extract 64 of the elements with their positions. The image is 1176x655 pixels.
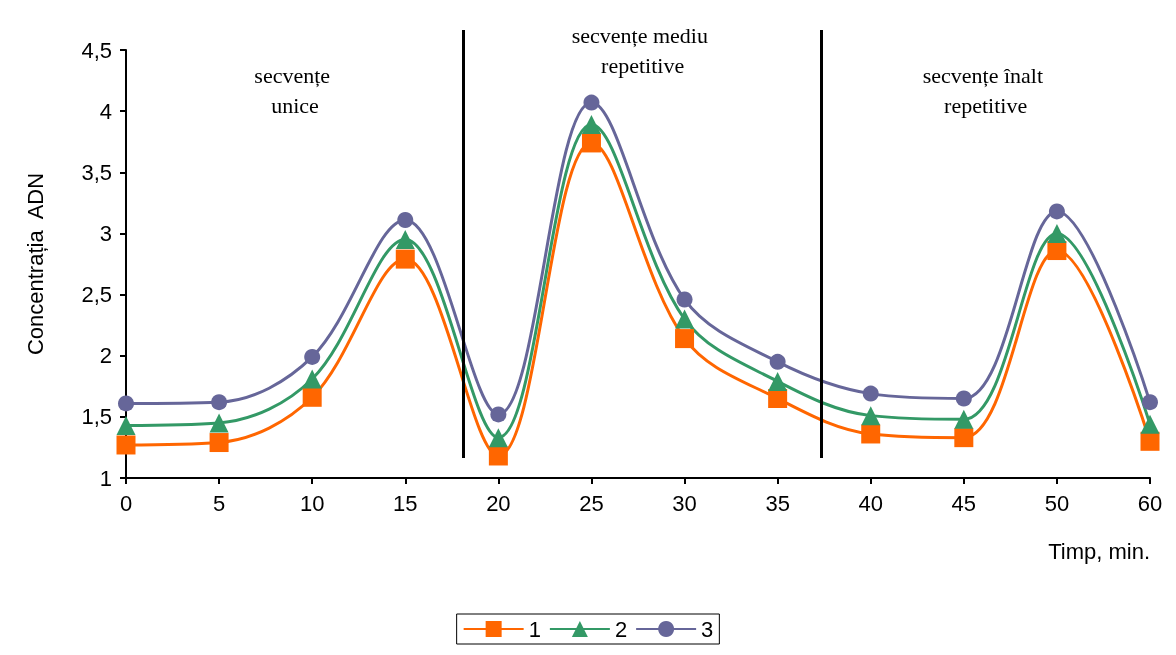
point bbox=[1047, 223, 1067, 243]
point bbox=[1140, 431, 1160, 451]
point bbox=[209, 413, 229, 433]
x-tick-label: 25 bbox=[579, 490, 604, 516]
x-tick-label: 0 bbox=[119, 490, 133, 516]
point bbox=[116, 415, 136, 435]
point bbox=[397, 211, 414, 228]
point bbox=[209, 433, 229, 453]
y-tick-label: 3 bbox=[99, 220, 112, 246]
y-tick-label: 2,5 bbox=[81, 282, 112, 308]
point bbox=[676, 291, 693, 308]
point bbox=[581, 133, 601, 153]
point bbox=[954, 428, 974, 448]
point bbox=[955, 390, 972, 407]
x-axis-title: Timp, min. bbox=[1048, 538, 1150, 564]
point bbox=[1140, 414, 1160, 434]
x-tick-label: 15 bbox=[393, 490, 418, 516]
point bbox=[861, 424, 881, 444]
x-tick-label: 10 bbox=[299, 490, 325, 516]
point bbox=[488, 446, 508, 466]
annotation: secvențe mediu repetitive bbox=[571, 22, 714, 78]
point bbox=[211, 394, 228, 411]
point bbox=[581, 115, 601, 135]
point bbox=[490, 406, 507, 423]
legend-label: 3 bbox=[701, 616, 714, 642]
x-tick-label: 50 bbox=[1044, 490, 1070, 516]
x-tick-label: 40 bbox=[858, 490, 883, 516]
x-tick-label: 45 bbox=[951, 490, 977, 516]
point bbox=[1142, 394, 1158, 411]
x-tick-label: 35 bbox=[765, 490, 790, 516]
annotation: secvențe înalt repetitive bbox=[922, 62, 1049, 118]
x-tick-label: 20 bbox=[486, 490, 511, 516]
point bbox=[1047, 241, 1067, 261]
point bbox=[769, 353, 786, 370]
point bbox=[768, 389, 788, 409]
point bbox=[768, 371, 788, 391]
point bbox=[861, 406, 881, 426]
legend-label: 2 bbox=[614, 616, 628, 642]
y-tick-label: 1 bbox=[99, 465, 112, 491]
point bbox=[1048, 203, 1065, 220]
point bbox=[118, 395, 134, 412]
point bbox=[395, 249, 415, 269]
point bbox=[302, 387, 322, 407]
y-tick-label: 2 bbox=[99, 343, 112, 369]
y-tick-label: 3,5 bbox=[81, 159, 112, 185]
x-tick-label: 30 bbox=[672, 490, 697, 516]
point bbox=[675, 309, 695, 329]
y-tick-label: 4,5 bbox=[81, 37, 112, 63]
point bbox=[488, 428, 508, 448]
x-tick-label: 60 bbox=[1137, 490, 1163, 516]
point bbox=[304, 348, 321, 365]
x-tick-label: 5 bbox=[212, 490, 226, 516]
y-tick-label: 1,5 bbox=[81, 404, 112, 430]
point bbox=[395, 230, 415, 250]
point bbox=[116, 435, 136, 455]
point bbox=[675, 329, 695, 349]
y-axis-title: Concentrația ADN bbox=[22, 172, 48, 356]
point bbox=[302, 369, 322, 389]
point bbox=[954, 409, 974, 429]
y-tick-label: 4 bbox=[99, 98, 112, 124]
point bbox=[583, 94, 600, 111]
point bbox=[862, 385, 879, 402]
legend-label: 1 bbox=[528, 616, 541, 642]
annotation: secvențe unice bbox=[254, 62, 336, 118]
